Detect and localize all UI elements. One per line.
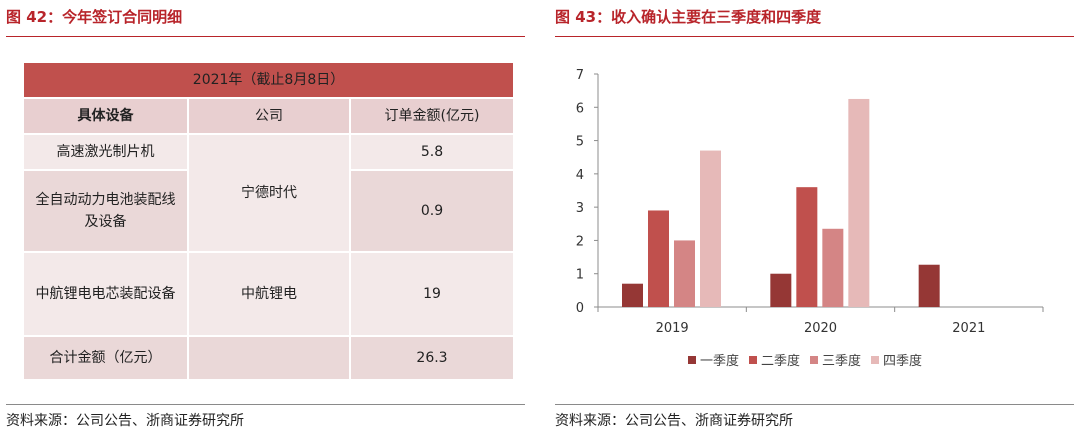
right-figure-title: 图 43：收入确认主要在三季度和四季度 xyxy=(555,8,822,26)
legend-label: 四季度 xyxy=(883,354,923,369)
legend-item: 一季度 xyxy=(688,350,739,369)
y-tick-label: 0 xyxy=(576,301,584,316)
chart-legend: 一季度 二季度 三季度 四季度 xyxy=(688,350,922,369)
left-figure-title: 图 42：今年签订合同明细 xyxy=(6,8,183,26)
col-header-amount: 订单金额(亿元) xyxy=(348,97,516,135)
table-cell-company: 中航锂电 xyxy=(187,251,351,337)
right-source-rule xyxy=(555,404,1074,405)
table-cell-equipment: 高速激光制片机 xyxy=(22,133,189,171)
legend-label: 一季度 xyxy=(700,354,740,369)
x-tick-label: 2020 xyxy=(804,321,837,336)
y-tick-label: 7 xyxy=(576,68,584,83)
x-tick-label: 2021 xyxy=(952,321,985,336)
table-cell-amount: 19 xyxy=(348,251,516,337)
left-source: 资料来源：公司公告、浙商证券研究所 xyxy=(6,413,244,429)
table-cell-equipment: 全自动动力电池装配线及设备 xyxy=(22,169,189,253)
legend-item: 二季度 xyxy=(749,350,800,369)
table-cell-amount: 0.9 xyxy=(348,169,516,253)
bar-2019-q1 xyxy=(622,283,643,307)
right-title-rule xyxy=(555,36,1074,37)
legend-label: 三季度 xyxy=(822,354,862,369)
table-total-label: 合计金额（亿元） xyxy=(22,335,189,381)
bar-2020-q2 xyxy=(796,187,818,307)
legend-item: 三季度 xyxy=(810,350,861,369)
y-tick-label: 5 xyxy=(576,135,584,150)
bar-2021-q1 xyxy=(918,264,940,307)
legend-swatch xyxy=(688,355,696,364)
bar-2019-q2 xyxy=(648,210,669,307)
y-tick-label: 1 xyxy=(576,268,584,283)
left-title-rule xyxy=(6,36,525,37)
col-header-company: 公司 xyxy=(187,97,351,135)
legend-swatch xyxy=(749,355,758,364)
table-cell-amount: 5.8 xyxy=(348,133,516,171)
bar-2020-q4 xyxy=(848,98,870,307)
legend-swatch xyxy=(810,355,819,364)
right-source: 资料来源：公司公告、浙商证券研究所 xyxy=(555,413,793,429)
y-tick-label: 3 xyxy=(576,201,584,216)
legend-swatch xyxy=(871,355,880,364)
table-total-amount: 26.3 xyxy=(348,335,516,381)
table-cell-company-merged: 宁德时代 xyxy=(187,133,351,253)
table-header: 2021年（截止8月8日） xyxy=(21,61,516,99)
y-tick-label: 6 xyxy=(576,101,584,116)
bar-2019-q4 xyxy=(700,150,721,307)
contract-table: 2021年（截止8月8日） 具体设备 公司 订单金额(亿元) 高速激光制片机 宁… xyxy=(21,61,516,381)
legend-label: 二季度 xyxy=(761,354,801,369)
bar-2020-q3 xyxy=(822,228,844,307)
legend-item: 四季度 xyxy=(871,350,922,369)
y-tick-label: 4 xyxy=(576,168,584,183)
left-source-rule xyxy=(6,404,525,405)
x-tick-label: 2019 xyxy=(656,321,689,336)
col-header-equipment: 具体设备 xyxy=(22,97,189,135)
table-cell-equipment: 中航锂电电芯装配设备 xyxy=(22,251,189,337)
table-total-empty xyxy=(187,335,351,381)
y-tick-label: 2 xyxy=(576,234,584,249)
revenue-bar-chart: 0 1 2 3 4 5 6 7 2019 2020 2021 xyxy=(576,68,1044,336)
bar-2019-q3 xyxy=(674,240,695,307)
bar-2020-q1 xyxy=(770,273,792,307)
